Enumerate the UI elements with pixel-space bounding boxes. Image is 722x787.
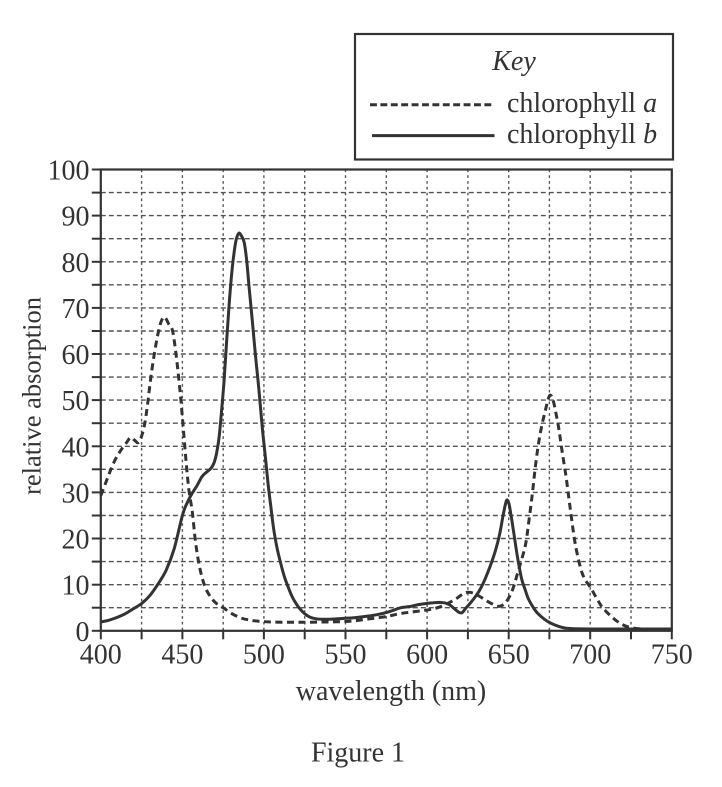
svg-text:700: 700: [569, 640, 611, 671]
svg-text:100: 100: [48, 156, 90, 187]
svg-text:600: 600: [406, 640, 448, 671]
svg-text:400: 400: [80, 640, 122, 671]
svg-text:10: 10: [62, 571, 90, 602]
svg-text:40: 40: [62, 432, 90, 463]
svg-text:Key: Key: [491, 46, 536, 77]
svg-text:chlorophyll b: chlorophyll b: [507, 119, 657, 150]
svg-text:wavelength (nm): wavelength (nm): [296, 676, 487, 707]
svg-text:20: 20: [62, 525, 90, 556]
svg-text:Figure 1: Figure 1: [311, 738, 405, 769]
svg-text:chlorophyll a: chlorophyll a: [507, 88, 657, 119]
svg-text:90: 90: [62, 202, 90, 233]
svg-text:550: 550: [325, 640, 367, 671]
svg-text:450: 450: [161, 640, 203, 671]
svg-text:650: 650: [488, 640, 530, 671]
svg-text:750: 750: [651, 640, 693, 671]
svg-text:60: 60: [62, 340, 90, 371]
svg-text:30: 30: [62, 478, 90, 509]
svg-text:50: 50: [62, 386, 90, 417]
svg-text:relative absorption: relative absorption: [16, 297, 46, 495]
svg-text:500: 500: [243, 640, 285, 671]
svg-text:0: 0: [76, 617, 90, 648]
svg-text:70: 70: [62, 294, 90, 325]
svg-text:80: 80: [62, 248, 90, 279]
